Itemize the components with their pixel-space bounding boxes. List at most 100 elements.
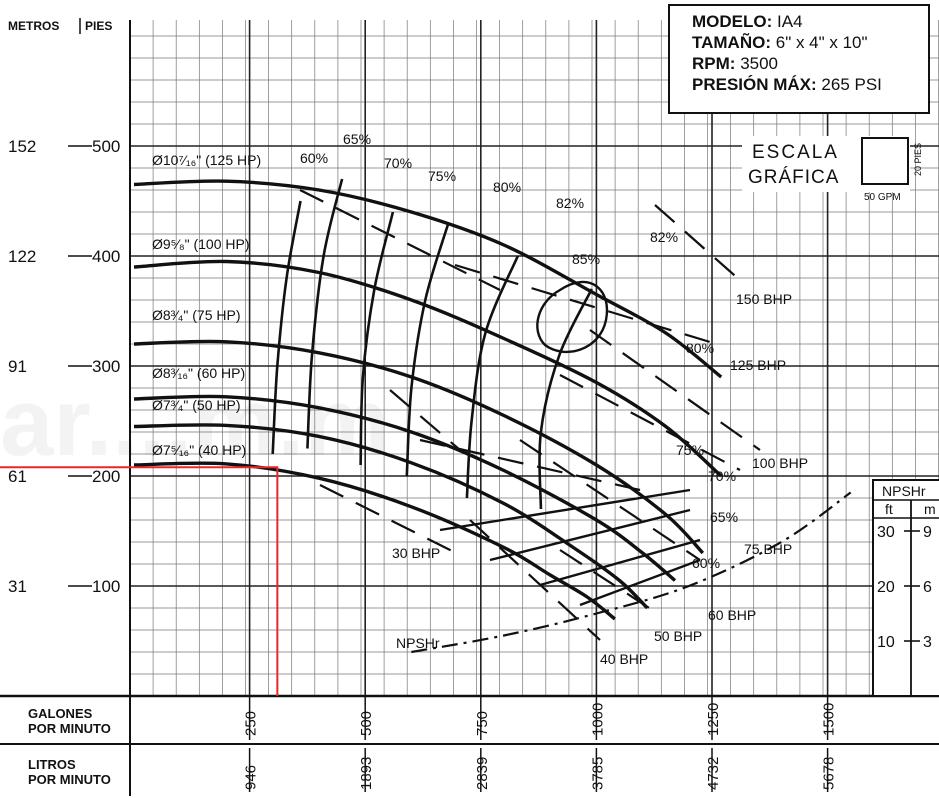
x-tick-gpm: 250 <box>243 711 260 736</box>
impeller-label: Ø10⁷⁄₁₆" (125 HP) <box>152 152 261 168</box>
efficiency-label: 82% <box>556 195 584 211</box>
efficiency-right-label: 82% <box>650 229 678 245</box>
bhp-dashed-line <box>589 329 761 451</box>
npsh-tick-ft: 10 <box>877 634 895 651</box>
model-value: IA4 <box>777 12 803 31</box>
bhp-dashed-line <box>319 484 461 556</box>
bhp-dashed-line <box>454 263 721 347</box>
efficiency-contour <box>405 222 450 477</box>
x-tick-lpm: 2839 <box>474 757 491 790</box>
pressure-line: PRESIÓN MÁX: 265 PSI <box>692 74 928 95</box>
bhp-label: 60 BHP <box>708 607 756 623</box>
rpm-label: RPM: <box>692 54 736 73</box>
rpm-value: 3500 <box>740 54 779 73</box>
y-tick-feet: 300 <box>92 357 120 376</box>
bhp-label: 30 BHP <box>392 545 440 561</box>
bhp-dashed-line <box>469 519 601 641</box>
efficiency-iso-line <box>489 508 691 562</box>
bhp-dashed-line <box>389 389 461 451</box>
npshr-curve <box>411 491 852 654</box>
impeller-curve <box>133 259 723 478</box>
efficiency-right-label: 60% <box>692 555 720 571</box>
scale-box-bg <box>742 136 862 192</box>
size-line: TAMAÑO: 6" x 4" x 10" <box>692 32 928 53</box>
efficiency-85-label: 85% <box>572 251 600 267</box>
x-tick-lpm: 4732 <box>705 757 722 790</box>
impeller-curve <box>133 339 705 555</box>
npsh-panel-frame <box>872 479 939 697</box>
npsh-tick-m: 6 <box>923 579 932 596</box>
efficiency-label: 80% <box>493 179 521 195</box>
npsh-tick-m: 3 <box>923 634 932 651</box>
bhp-dashed-line <box>559 374 741 471</box>
y-tick-feet: 400 <box>92 247 120 266</box>
scale-title-1: ESCALA <box>752 142 839 163</box>
efficiency-right-label: 75% <box>676 442 704 458</box>
efficiency-label: 70% <box>384 155 412 171</box>
y-tick-meters: 122 <box>8 247 36 266</box>
npsh-m-label: m <box>924 501 936 517</box>
efficiency-contour <box>465 255 519 499</box>
curves <box>0 178 852 696</box>
x-tick-lpm: 1893 <box>358 757 375 790</box>
watermark: ar....m.m <box>0 369 390 476</box>
scale-square <box>861 137 909 185</box>
npsh-tick-m: 9 <box>923 524 932 541</box>
efficiency-contour <box>359 211 395 466</box>
bhp-label: 50 BHP <box>654 628 702 644</box>
y-tick-feet: 500 <box>92 137 120 156</box>
scale-title-2: GRÁFICA <box>748 167 839 188</box>
scale-height-label: 20 PIES <box>913 143 923 176</box>
efficiency-right-label: 65% <box>710 509 738 525</box>
y-axis: METROS PIES 31 100 61 200 91 300 122 400 152 500 <box>8 18 120 596</box>
efficiency-85-loop <box>536 280 609 354</box>
x-axis-lpm-label-2: POR MINUTO <box>28 772 111 787</box>
scale-box: ESCALA GRÁFICA 50 GPM 20 PIES <box>742 136 923 203</box>
efficiency-iso-line <box>439 488 691 532</box>
impeller-curve <box>133 179 723 379</box>
efficiency-contour <box>306 178 344 449</box>
operating-point-line <box>0 466 279 696</box>
npsh-panel-title: NPSHr <box>882 483 926 499</box>
impeller-curve <box>133 423 649 610</box>
y-tick-feet: 100 <box>92 577 120 596</box>
impeller-label: Ø8³⁄₁₆" (60 HP) <box>152 365 245 381</box>
x-tick-gpm: 1250 <box>705 703 722 736</box>
impeller-label: Ø8³⁄₄" (75 HP) <box>152 307 240 323</box>
bhp-label: 150 BHP <box>736 291 792 307</box>
efficiency-contour <box>538 288 593 510</box>
impeller-curve <box>133 461 616 621</box>
efficiency-iso-line <box>579 558 701 607</box>
scale-width-label: 50 GPM <box>864 192 901 203</box>
bhp-label: 125 BHP <box>730 357 786 373</box>
impeller-label: Ø9⁵⁄₈" (100 HP) <box>152 236 250 252</box>
efficiency-contour <box>271 200 302 455</box>
size-value: 6" x 4" x 10" <box>775 33 868 52</box>
y-tick-meters: 61 <box>8 467 27 486</box>
axis-frame <box>0 20 939 796</box>
efficiency-right-label: 80% <box>686 340 714 356</box>
impeller-label: Ø7⁵⁄₁₆" (40 HP) <box>152 442 246 458</box>
x-tick-gpm: 500 <box>358 711 375 736</box>
npshr-curve-label: NPSHr <box>396 635 440 651</box>
labels: Ø10⁷⁄₁₆" (125 HP) Ø9⁵⁄₈" (100 HP) Ø8³⁄₄" (… <box>152 131 808 667</box>
x-tick-gpm: 750 <box>474 711 491 736</box>
y-tick-feet: 200 <box>92 467 120 486</box>
bhp-dashed-line <box>519 439 701 561</box>
x-axis-gpm-label-2: POR MINUTO <box>28 721 111 736</box>
bhp-label: 75 BHP <box>744 541 792 557</box>
y-axis-feet-label: PIES <box>85 19 112 33</box>
efficiency-label: 60% <box>300 150 328 166</box>
npsh-tick-ft: 20 <box>877 579 895 596</box>
pressure-value: 265 PSI <box>821 75 882 94</box>
npsh-ft-label: ft <box>885 501 893 517</box>
model-label: MODELO: <box>692 12 773 31</box>
model-line: MODELO: IA4 <box>692 11 928 32</box>
efficiency-iso-line <box>539 538 701 587</box>
y-tick-meters: 91 <box>8 357 27 376</box>
scale-square-bg <box>862 136 910 192</box>
x-tick-gpm: 1500 <box>821 703 838 736</box>
rpm-line: RPM: 3500 <box>692 53 928 74</box>
bhp-label: 100 BHP <box>752 455 808 471</box>
